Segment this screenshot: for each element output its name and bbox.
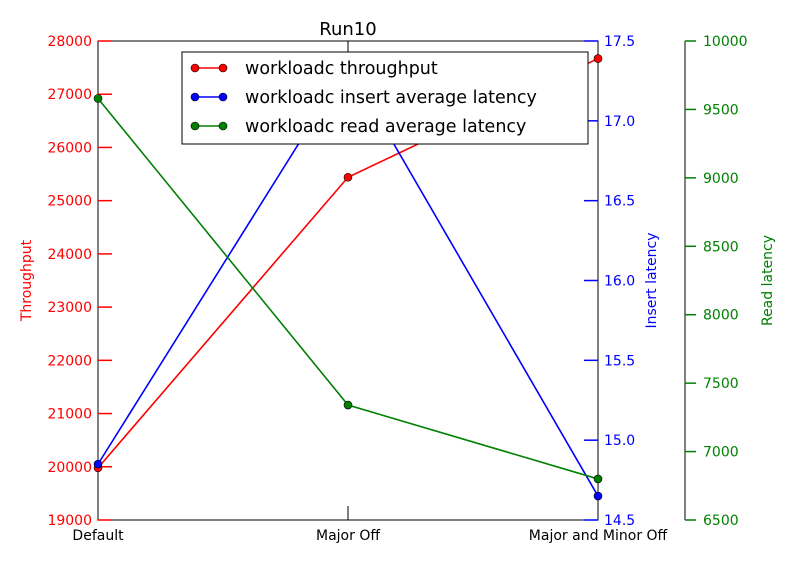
- read-latency-tick-label: 7500: [703, 376, 739, 392]
- throughput-tick-label: 20000: [47, 460, 92, 476]
- throughput-tick-label: 22000: [47, 353, 92, 369]
- throughput-tick-label: 27000: [47, 87, 92, 103]
- read-latency-tick-label: 8500: [703, 239, 739, 255]
- data-point: [593, 474, 603, 484]
- throughput-axis: 19000 20000 21000 22000 23000 24000 25000 26000…: [19, 34, 112, 529]
- insert-latency-axis: 14.5 15.0 15.5 16.0 16.5 17.0 17.5 Insert laten…: [584, 34, 660, 529]
- data-point: [593, 491, 603, 501]
- legend-marker: [218, 63, 228, 73]
- read-latency-tick-label: 8000: [703, 308, 739, 324]
- x-axis: Default Major Off Major and Minor Off: [72, 41, 668, 544]
- data-point: [93, 94, 103, 103]
- data-point: [593, 54, 603, 63]
- x-tick-label: Major Off: [316, 528, 380, 544]
- series-line-3: [97, 97, 599, 480]
- read-latency-tick-label: 10000: [703, 34, 748, 50]
- throughput-tick-label: 21000: [47, 407, 92, 423]
- chart-title: Run10: [319, 19, 376, 40]
- read-latency-tick-label: 9500: [703, 102, 739, 118]
- insert-latency-tick-label: 15.5: [604, 353, 635, 369]
- data-point: [343, 172, 353, 182]
- read-latency-tick-label: 6500: [703, 513, 739, 529]
- insert-latency-tick-label: 14.5: [604, 513, 635, 529]
- throughput-tick-label: 24000: [47, 247, 92, 263]
- legend-box: [181, 51, 589, 145]
- data-point: [93, 459, 103, 469]
- legend-label: workloadc throughput: [245, 59, 438, 79]
- x-tick-label: Major and Minor Off: [529, 528, 668, 544]
- insert-latency-tick-label: 15.0: [604, 433, 635, 449]
- legend-marker: [190, 63, 200, 73]
- insert-latency-axis-label: Insert latency: [644, 232, 660, 328]
- legend-marker: [190, 92, 200, 102]
- throughput-tick-label: 28000: [47, 34, 92, 50]
- insert-latency-tick-label: 17.5: [604, 34, 635, 50]
- throughput-axis-label: Throughput: [19, 239, 35, 322]
- legend-label: workloadc read average latency: [245, 117, 526, 137]
- read-latency-tick-label: 7000: [703, 445, 739, 461]
- read-latency-axis-label: Read latency: [760, 235, 776, 326]
- data-point: [343, 400, 353, 410]
- insert-latency-tick-label: 16.5: [604, 194, 635, 210]
- x-tick-label: Default: [72, 528, 124, 544]
- throughput-tick-label: 19000: [47, 513, 92, 529]
- read-latency-tick-label: 9000: [703, 171, 739, 187]
- throughput-tick-label: 25000: [47, 194, 92, 210]
- legend-label: workloadc insert average latency: [245, 88, 537, 108]
- legend-marker: [190, 121, 200, 131]
- read-latency-axis: 6500 7000 7500 8000 8500 9000 9500 10000 Read la…: [684, 34, 776, 529]
- throughput-tick-label: 26000: [47, 140, 92, 156]
- throughput-tick-label: 23000: [47, 300, 92, 316]
- insert-latency-tick-label: 16.0: [604, 274, 635, 290]
- legend-marker: [218, 92, 228, 102]
- legend: workloadc throughput workloadc insert ave…: [181, 51, 589, 145]
- legend-marker: [218, 121, 228, 131]
- insert-latency-tick-label: 17.0: [604, 114, 635, 130]
